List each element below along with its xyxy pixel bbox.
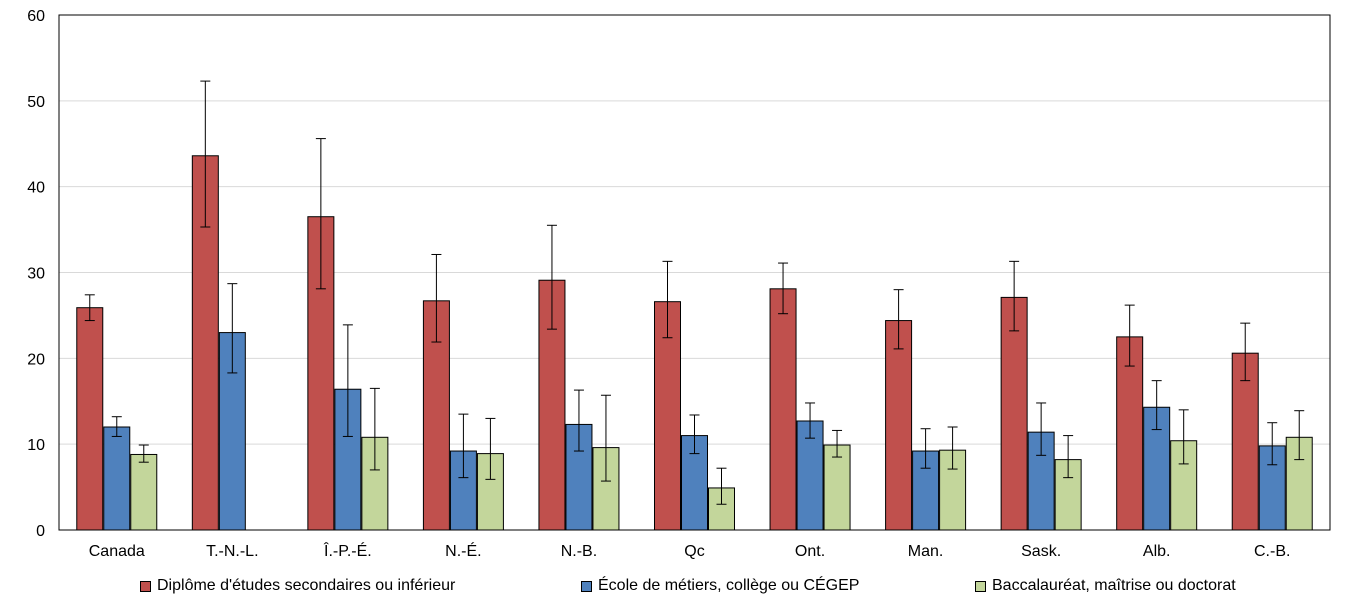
bar xyxy=(796,420,824,531)
y-tick-label: 20 xyxy=(27,351,45,368)
x-tick-label: Alb. xyxy=(1143,543,1171,560)
legend-swatch-university xyxy=(975,580,986,592)
legend-label-university: Baccalauréat, maîtrise ou doctorat xyxy=(992,577,1236,594)
bar xyxy=(885,320,913,531)
y-tick-label: 50 xyxy=(27,94,45,111)
x-tick-label: Qc xyxy=(684,543,704,560)
legend: Diplôme d'études secondaires ou inférieu… xyxy=(0,577,1350,597)
legend-item-secondary: Diplôme d'études secondaires ou inférieu… xyxy=(140,577,455,595)
bar xyxy=(103,426,131,531)
legend-swatch-secondary xyxy=(140,580,151,592)
y-tick-labels: 0 10 20 30 40 50 60 xyxy=(27,8,45,540)
bar xyxy=(1116,336,1144,531)
x-tick-label: C.-B. xyxy=(1254,543,1290,560)
error-bars xyxy=(84,80,1305,505)
x-tick-label: Man. xyxy=(908,543,944,560)
bar xyxy=(1000,296,1028,531)
bar xyxy=(823,444,851,531)
x-tick-label: N.-B. xyxy=(561,543,597,560)
x-tick-label: Ont. xyxy=(795,543,825,560)
bars xyxy=(76,155,1313,531)
legend-item-university: Baccalauréat, maîtrise ou doctorat xyxy=(975,577,1236,595)
y-tick-label: 30 xyxy=(27,266,45,283)
legend-label-trades: École de métiers, collège ou CÉGEP xyxy=(598,577,860,594)
bar xyxy=(769,288,797,531)
legend-item-trades: École de métiers, collège ou CÉGEP xyxy=(581,577,859,595)
bar xyxy=(76,307,104,531)
x-tick-label: Canada xyxy=(89,543,145,560)
bar xyxy=(654,301,681,531)
bar xyxy=(130,453,158,531)
x-tick-label: T.-N.-L. xyxy=(206,543,258,560)
bar xyxy=(681,435,708,531)
bar xyxy=(1231,352,1259,531)
x-tick-labels: Canada T.-N.-L. Î.-P.-É. N.-É. N.-B. Qc Ont. Ma… xyxy=(89,541,1291,560)
y-tick-label: 60 xyxy=(27,8,45,25)
y-tick-label: 40 xyxy=(27,180,45,197)
legend-swatch-trades xyxy=(581,580,592,592)
y-tick-label: 10 xyxy=(27,437,45,454)
bar xyxy=(476,453,504,531)
x-tick-label: N.-É. xyxy=(445,541,481,560)
x-tick-label: Sask. xyxy=(1021,543,1061,560)
x-tick-label: Î.-P.-É. xyxy=(323,541,372,560)
legend-label-secondary: Diplôme d'études secondaires ou inférieu… xyxy=(157,577,456,594)
y-tick-label: 0 xyxy=(36,523,45,540)
